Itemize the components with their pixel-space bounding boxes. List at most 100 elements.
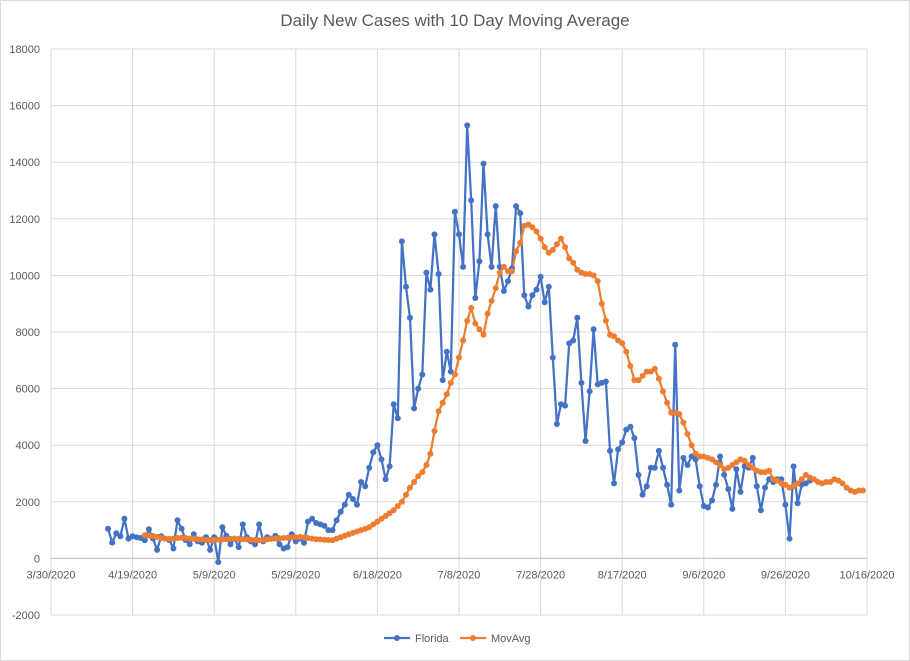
data-point-florida	[435, 271, 442, 277]
data-point-florida	[655, 447, 662, 454]
data-point-movavg	[757, 469, 764, 476]
data-point-movavg	[435, 408, 442, 415]
gridlines	[50, 48, 868, 616]
data-point-florida	[537, 273, 544, 280]
data-point-florida	[390, 401, 397, 408]
data-point-movavg	[390, 507, 397, 514]
legend-item-movavg: MovAvg	[460, 633, 531, 645]
data-point-movavg	[509, 268, 515, 275]
data-point-florida	[109, 539, 116, 546]
data-point-florida	[574, 314, 581, 321]
data-point-florida	[341, 501, 348, 508]
legend-label: MovAvg	[491, 633, 531, 645]
data-point-florida	[362, 483, 369, 490]
data-point-florida	[370, 449, 377, 456]
y-tick-label: 10000	[9, 270, 40, 282]
data-point-florida	[378, 456, 385, 463]
data-point-florida	[374, 442, 381, 449]
data-point-florida	[411, 405, 418, 412]
data-point-florida	[639, 491, 646, 498]
data-point-florida	[517, 210, 524, 217]
data-point-florida	[423, 269, 430, 276]
data-point-florida	[366, 464, 373, 471]
data-point-florida	[615, 446, 622, 453]
data-point-florida	[358, 479, 365, 485]
data-point-movavg	[582, 271, 589, 277]
legend: Florida MovAvg	[384, 633, 531, 645]
data-point-florida	[676, 487, 683, 494]
data-point-movavg	[798, 476, 805, 483]
data-point-florida	[505, 278, 511, 285]
data-point-movavg	[631, 377, 638, 384]
x-tick-label: 9/26/2020	[761, 569, 810, 581]
data-point-movavg	[680, 419, 687, 426]
series-points-florida	[105, 122, 813, 566]
data-point-movavg	[676, 411, 683, 418]
data-point-movavg	[627, 363, 634, 369]
data-point-movavg	[594, 278, 601, 285]
data-point-movavg	[411, 479, 418, 485]
data-point-florida	[329, 527, 336, 534]
x-tick-label: 3/30/2020	[27, 569, 76, 581]
data-point-movavg	[553, 241, 560, 248]
x-tick-label: 7/8/2020	[438, 569, 481, 581]
data-point-florida	[480, 160, 487, 167]
data-point-florida	[174, 517, 181, 524]
legend-swatch-marker	[394, 635, 400, 641]
data-point-florida	[582, 438, 589, 444]
y-tick-label: 16000	[9, 101, 40, 113]
y-tick-label: 18000	[9, 44, 40, 56]
data-point-florida	[219, 524, 226, 531]
data-point-florida	[757, 507, 764, 514]
data-point-movavg	[456, 354, 462, 361]
data-point-florida	[154, 546, 161, 553]
data-point-movavg	[741, 457, 748, 464]
data-point-florida	[753, 483, 760, 490]
data-point-florida	[337, 508, 344, 515]
data-point-florida	[431, 231, 438, 238]
data-point-movavg	[403, 491, 409, 498]
data-point-florida	[427, 286, 434, 293]
data-point-florida	[533, 286, 540, 293]
data-point-movavg	[464, 317, 471, 324]
data-point-movavg	[447, 379, 454, 386]
data-point-florida	[325, 527, 332, 534]
data-point-florida	[586, 388, 593, 395]
legend-item-florida: Florida	[384, 633, 450, 645]
data-point-movavg	[529, 224, 536, 231]
data-point-movavg	[431, 428, 438, 434]
data-point-movavg	[839, 480, 846, 487]
data-point-movavg	[602, 317, 609, 324]
data-point-florida	[141, 537, 148, 544]
data-point-movavg	[566, 255, 573, 262]
y-tick-label: 0	[34, 553, 40, 565]
data-point-movavg	[643, 368, 650, 375]
data-point-florida	[207, 546, 214, 553]
data-point-florida	[488, 263, 495, 270]
x-tick-label: 4/19/2020	[108, 569, 157, 581]
data-point-florida	[643, 483, 650, 490]
data-point-florida	[717, 453, 724, 460]
data-point-movavg	[415, 473, 422, 480]
data-point-florida	[651, 464, 658, 471]
data-point-florida	[113, 530, 120, 537]
data-point-florida	[170, 545, 177, 552]
data-point-florida	[464, 122, 471, 129]
data-point-florida	[456, 231, 462, 238]
series-points-movavg	[141, 221, 866, 544]
data-point-florida	[349, 496, 356, 502]
data-point-florida	[635, 471, 642, 478]
data-point-florida	[276, 541, 283, 548]
data-point-florida	[549, 354, 556, 361]
data-point-movavg	[537, 235, 544, 242]
data-point-florida	[117, 533, 124, 540]
data-point-florida	[733, 466, 740, 473]
data-point-movavg	[513, 248, 520, 255]
data-point-florida	[545, 283, 552, 290]
data-point-florida	[553, 421, 560, 427]
data-point-florida	[602, 378, 609, 385]
data-point-florida	[394, 415, 401, 422]
data-point-movavg	[562, 244, 569, 251]
y-tick-label: -2000	[12, 610, 40, 622]
